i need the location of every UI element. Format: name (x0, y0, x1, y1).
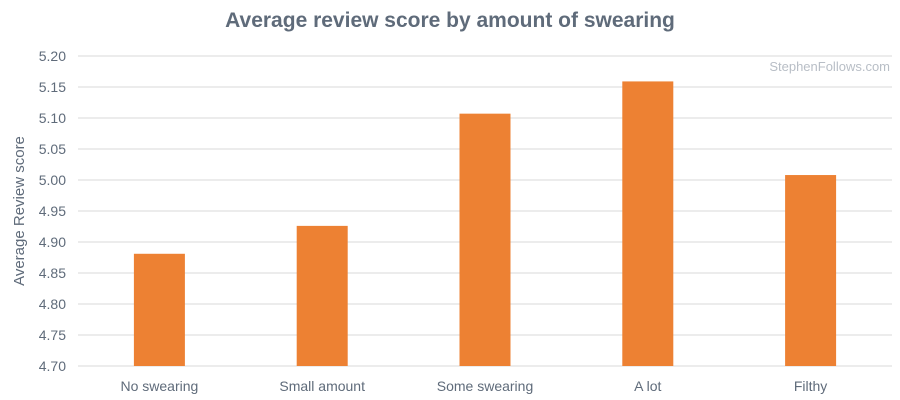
bars (133, 81, 837, 367)
bar-small-amount (296, 225, 348, 366)
watermark: StephenFollows.com (769, 59, 890, 74)
y-tick-label: 4.80 (39, 296, 66, 312)
y-tick-label: 5.10 (39, 110, 66, 126)
y-tick-label: 4.85 (39, 265, 66, 281)
bar-some-swearing (459, 113, 511, 366)
y-tick-label: 5.05 (39, 141, 66, 157)
y-axis-ticks: 4.70 4.75 4.80 4.85 4.90 4.95 5.00 5.05 5.10 5.15… (39, 48, 66, 374)
x-tick-label: Filthy (794, 378, 827, 394)
bar-a-lot (622, 81, 674, 367)
x-axis-ticks: No swearing Small amount Some swearing A lo… (120, 378, 827, 394)
y-tick-label: 5.20 (39, 48, 66, 64)
y-tick-label: 4.90 (39, 234, 66, 250)
chart-title: Average review score by amount of sweari… (225, 9, 675, 32)
y-tick-label: 5.00 (39, 172, 66, 188)
x-tick-label: A lot (634, 378, 661, 394)
y-tick-label: 4.75 (39, 327, 66, 343)
x-tick-label: Some swearing (437, 378, 534, 394)
x-tick-label: Small amount (279, 378, 365, 394)
y-tick-label: 4.70 (39, 358, 66, 374)
y-tick-label: 5.15 (39, 79, 66, 95)
y-tick-label: 4.95 (39, 203, 66, 219)
x-tick-label: No swearing (120, 378, 198, 394)
y-axis-label: Average Review score (11, 136, 28, 286)
bar-no-swearing (133, 253, 185, 366)
bar-filthy (785, 175, 837, 366)
